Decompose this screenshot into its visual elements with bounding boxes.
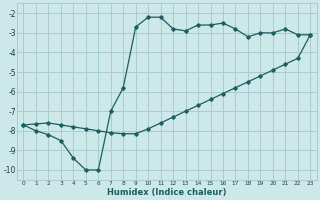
X-axis label: Humidex (Indice chaleur): Humidex (Indice chaleur) bbox=[107, 188, 227, 197]
